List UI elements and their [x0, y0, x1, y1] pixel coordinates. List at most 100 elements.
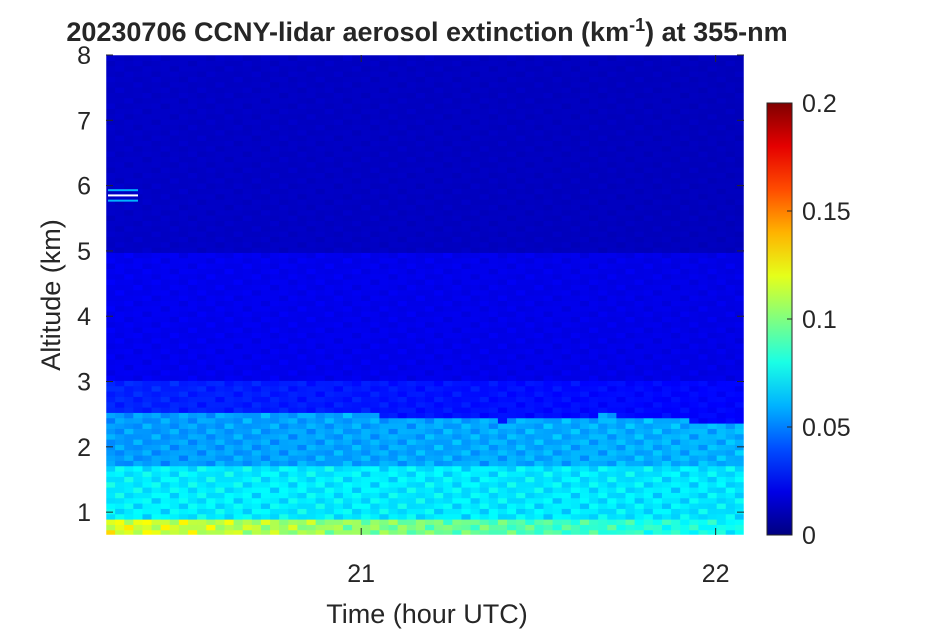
heatmap-cell [443, 55, 453, 61]
heatmap-cell [178, 380, 189, 387]
heatmap-cell [598, 449, 608, 456]
heatmap-cell [124, 92, 134, 99]
heatmap-cell [598, 481, 608, 488]
heatmap-cell [352, 145, 362, 152]
heatmap-cell [561, 513, 572, 520]
heatmap-cell [370, 481, 381, 488]
heatmap-cell [425, 76, 435, 83]
heatmap-cell [242, 145, 253, 152]
heatmap-cell [406, 407, 417, 413]
heatmap-cell [224, 55, 235, 61]
heatmap-cell [160, 220, 171, 227]
heatmap-cell [443, 204, 453, 211]
heatmap-cell [206, 199, 216, 205]
heatmap-cell [415, 487, 426, 493]
heatmap-cell [333, 449, 344, 456]
heatmap-cell [115, 140, 125, 147]
heatmap-cell [297, 156, 308, 163]
heatmap-cell [251, 193, 262, 200]
heatmap-cell [115, 391, 125, 397]
heatmap-cell [361, 305, 371, 312]
heatmap-cell [270, 65, 280, 72]
heatmap-cell [215, 497, 226, 504]
heatmap-cell [306, 167, 317, 173]
heatmap-cell [224, 476, 235, 483]
heatmap-cell [315, 311, 326, 317]
heatmap-cell [379, 209, 390, 216]
heatmap-cell [233, 465, 244, 472]
heatmap-cell [251, 396, 262, 403]
heatmap-cell [124, 55, 134, 61]
heatmap-cell [342, 108, 353, 115]
heatmap-cell [233, 177, 244, 184]
heatmap-cell [115, 529, 125, 535]
heatmap-cell [224, 204, 235, 211]
heatmap-cell [570, 439, 581, 445]
heatmap-cell [315, 145, 326, 152]
heatmap-cell [342, 279, 353, 285]
heatmap-cell [206, 481, 216, 488]
heatmap-cell [589, 65, 599, 72]
heatmap-cell [397, 193, 408, 200]
heatmap-cell [406, 476, 417, 483]
heatmap-cell [279, 167, 289, 173]
heatmap-cell [388, 492, 399, 499]
heatmap-cell [379, 492, 390, 499]
heatmap-cell [461, 279, 472, 285]
heatmap-cell [260, 433, 271, 440]
heatmap-cell [242, 375, 253, 381]
heatmap-cell [224, 385, 235, 392]
heatmap-cell [324, 241, 335, 248]
heatmap-cell [106, 220, 116, 227]
heatmap-cell [552, 529, 563, 535]
heatmap-cell [288, 439, 298, 445]
heatmap-cell [434, 129, 444, 136]
heatmap-cell [470, 252, 481, 259]
heatmap-cell [188, 449, 198, 456]
heatmap-cell [106, 503, 116, 509]
heatmap-cell [206, 172, 216, 179]
heatmap-cell [151, 444, 162, 451]
heatmap-cell [178, 108, 189, 115]
heatmap-cell [388, 279, 399, 285]
heatmap-cell [233, 268, 244, 275]
heatmap-cell [324, 428, 335, 435]
heatmap-cell [333, 209, 344, 216]
heatmap-cell [470, 103, 481, 109]
heatmap-cell [497, 220, 508, 227]
heatmap-cell [251, 444, 262, 451]
heatmap-cell [352, 305, 362, 312]
heatmap-cell [160, 295, 171, 301]
heatmap-cell [497, 321, 508, 328]
heatmap-cell [178, 236, 189, 243]
heatmap-cell [370, 476, 381, 483]
heatmap-cell [206, 391, 216, 397]
heatmap-cell [124, 129, 134, 136]
heatmap-cell [534, 268, 545, 275]
heatmap-cell [279, 300, 289, 307]
heatmap-cell [115, 279, 125, 285]
heatmap-cell [561, 316, 572, 323]
heatmap-cell [324, 231, 335, 237]
heatmap-cell [370, 337, 381, 344]
heatmap-cell [552, 76, 563, 83]
heatmap-cell [452, 252, 463, 259]
heatmap-cell [598, 87, 608, 93]
heatmap-cell [479, 359, 490, 365]
heatmap-cell [543, 423, 554, 429]
heatmap-cell [516, 263, 526, 269]
heatmap-cell [324, 113, 335, 120]
heatmap-cell [534, 193, 545, 200]
heatmap-cell [434, 343, 444, 349]
heatmap-cell [589, 284, 599, 291]
heatmap-cell [479, 220, 490, 227]
heatmap-cell [607, 476, 617, 483]
heatmap-cell [397, 529, 408, 535]
heatmap-cell [106, 167, 116, 173]
heatmap-cell [570, 476, 581, 483]
heatmap-cell [251, 524, 262, 531]
heatmap-cell [461, 135, 472, 141]
heatmap-cell [188, 476, 198, 483]
heatmap-cell [288, 337, 298, 344]
heatmap-cell [178, 284, 189, 291]
